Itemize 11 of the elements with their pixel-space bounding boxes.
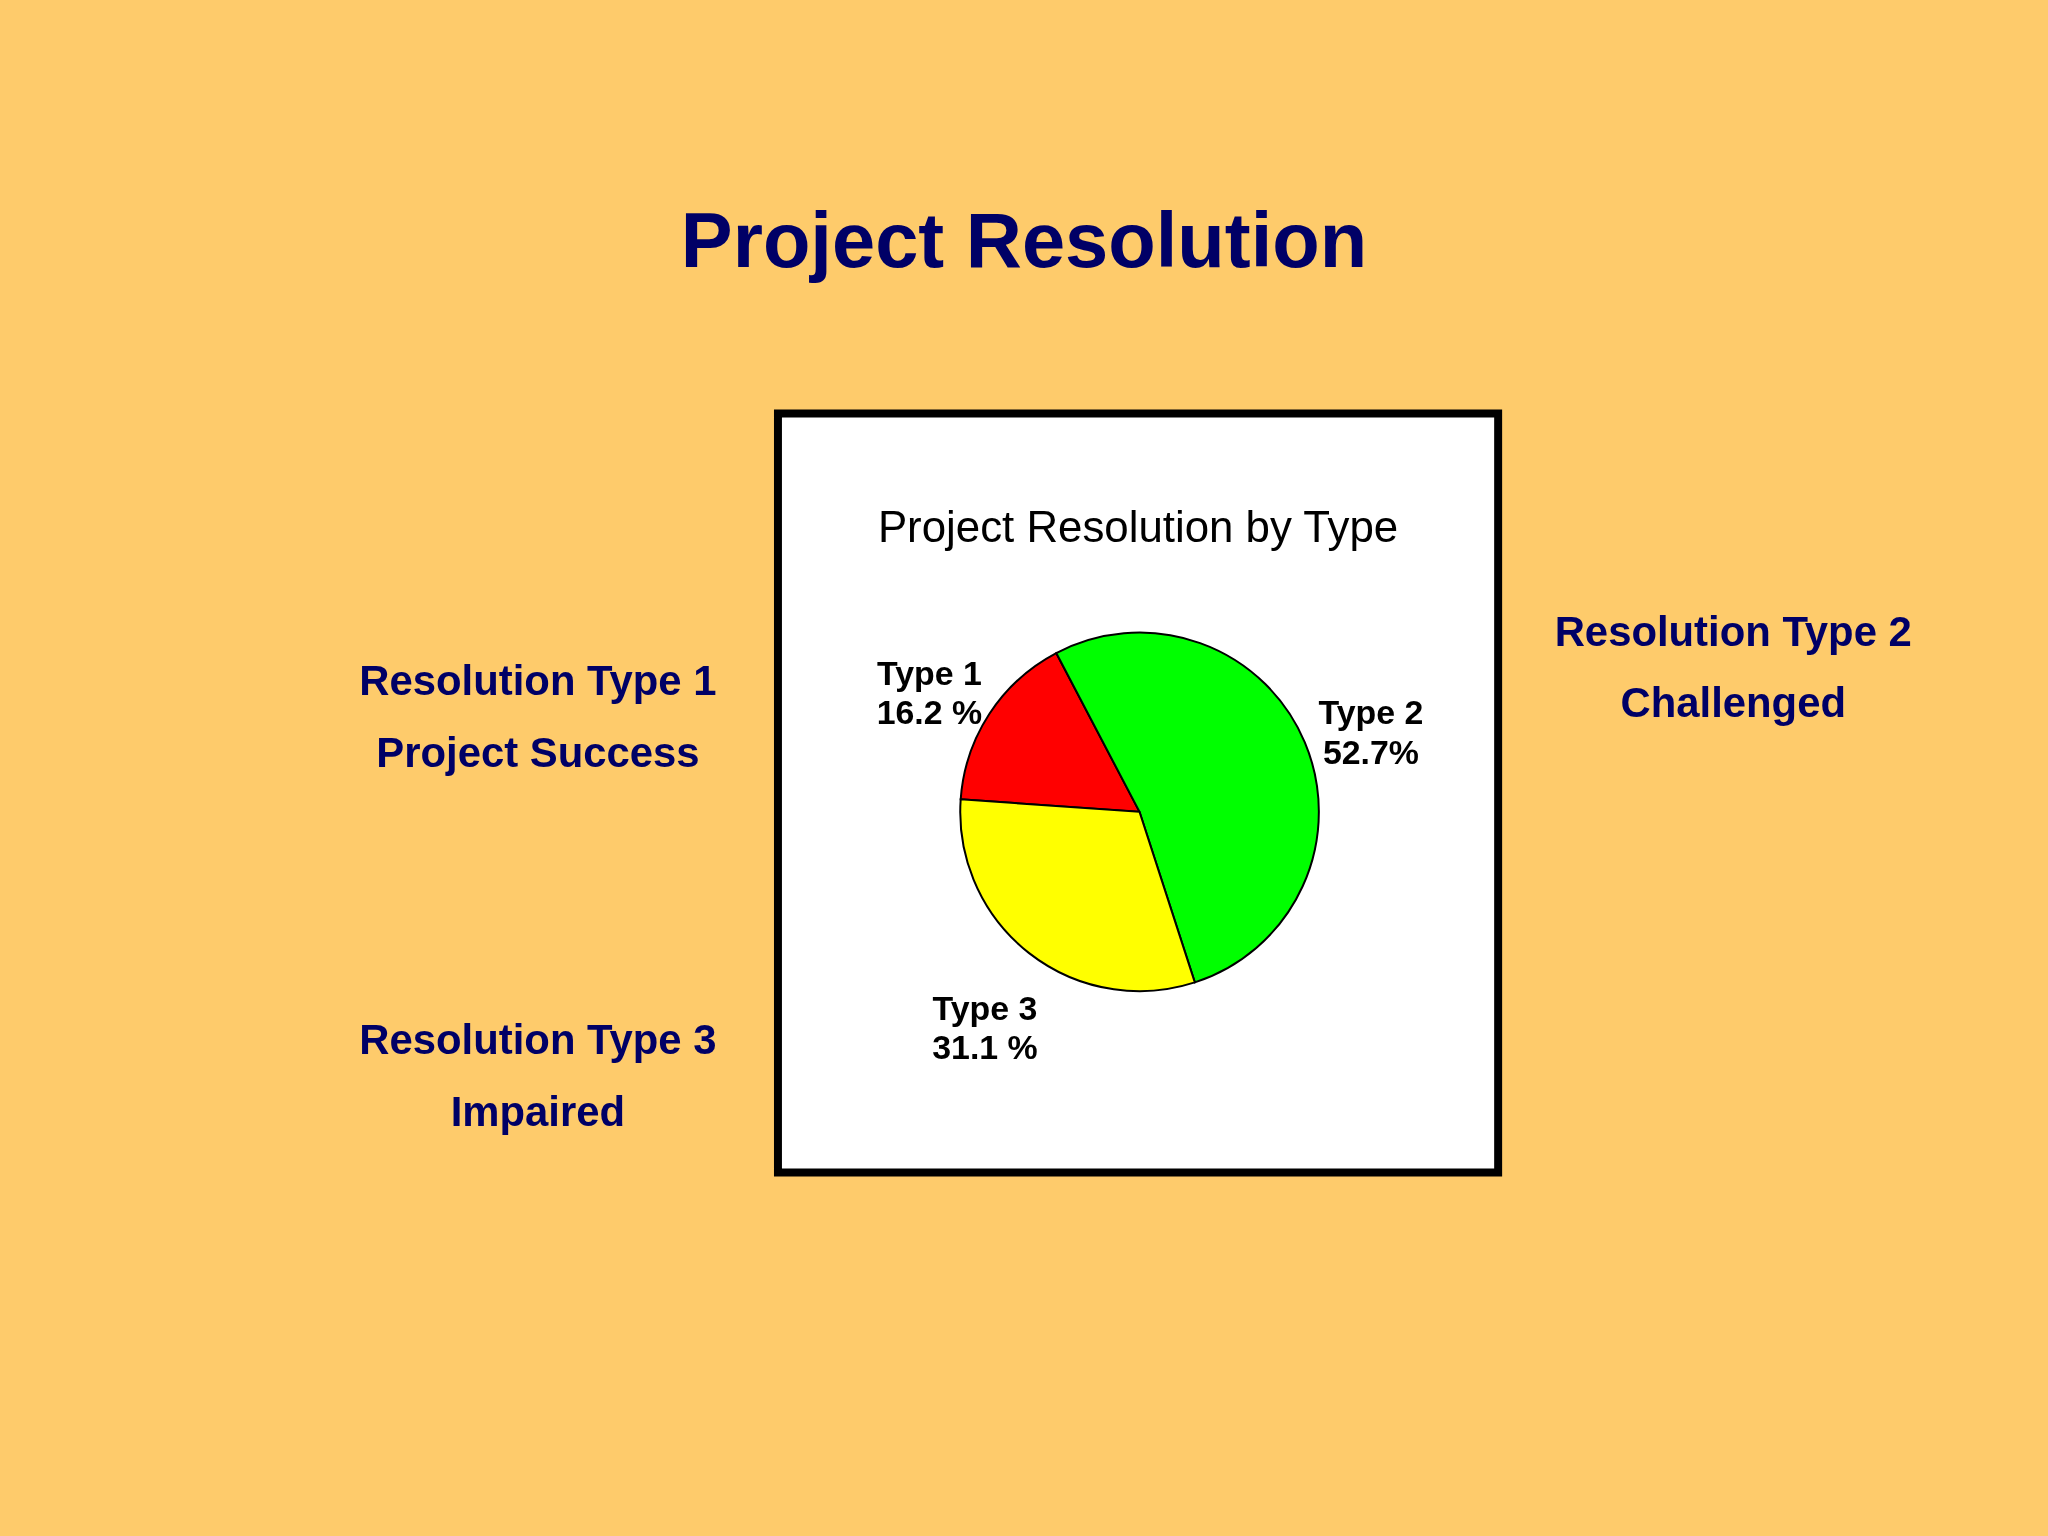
data-label: 52.7% [1322, 733, 1419, 772]
slice-label: Type 2 [1318, 693, 1424, 732]
text: Resolution Type 3 Impaired [359, 1015, 717, 1135]
slice-label: Type 3 [932, 988, 1038, 1027]
data-label: 16.2 % [876, 693, 983, 732]
data-label: 31.1 % [932, 1028, 1038, 1067]
chart-title: Project Resolution [680, 196, 1368, 283]
chart-subtitle: Project Resolution by Type [877, 501, 1399, 551]
slice-label: Type 1 [877, 653, 982, 692]
text: Resolution Type 2 Challenged [1554, 607, 1912, 727]
text: Resolution Type 1 Project Success [359, 657, 717, 777]
